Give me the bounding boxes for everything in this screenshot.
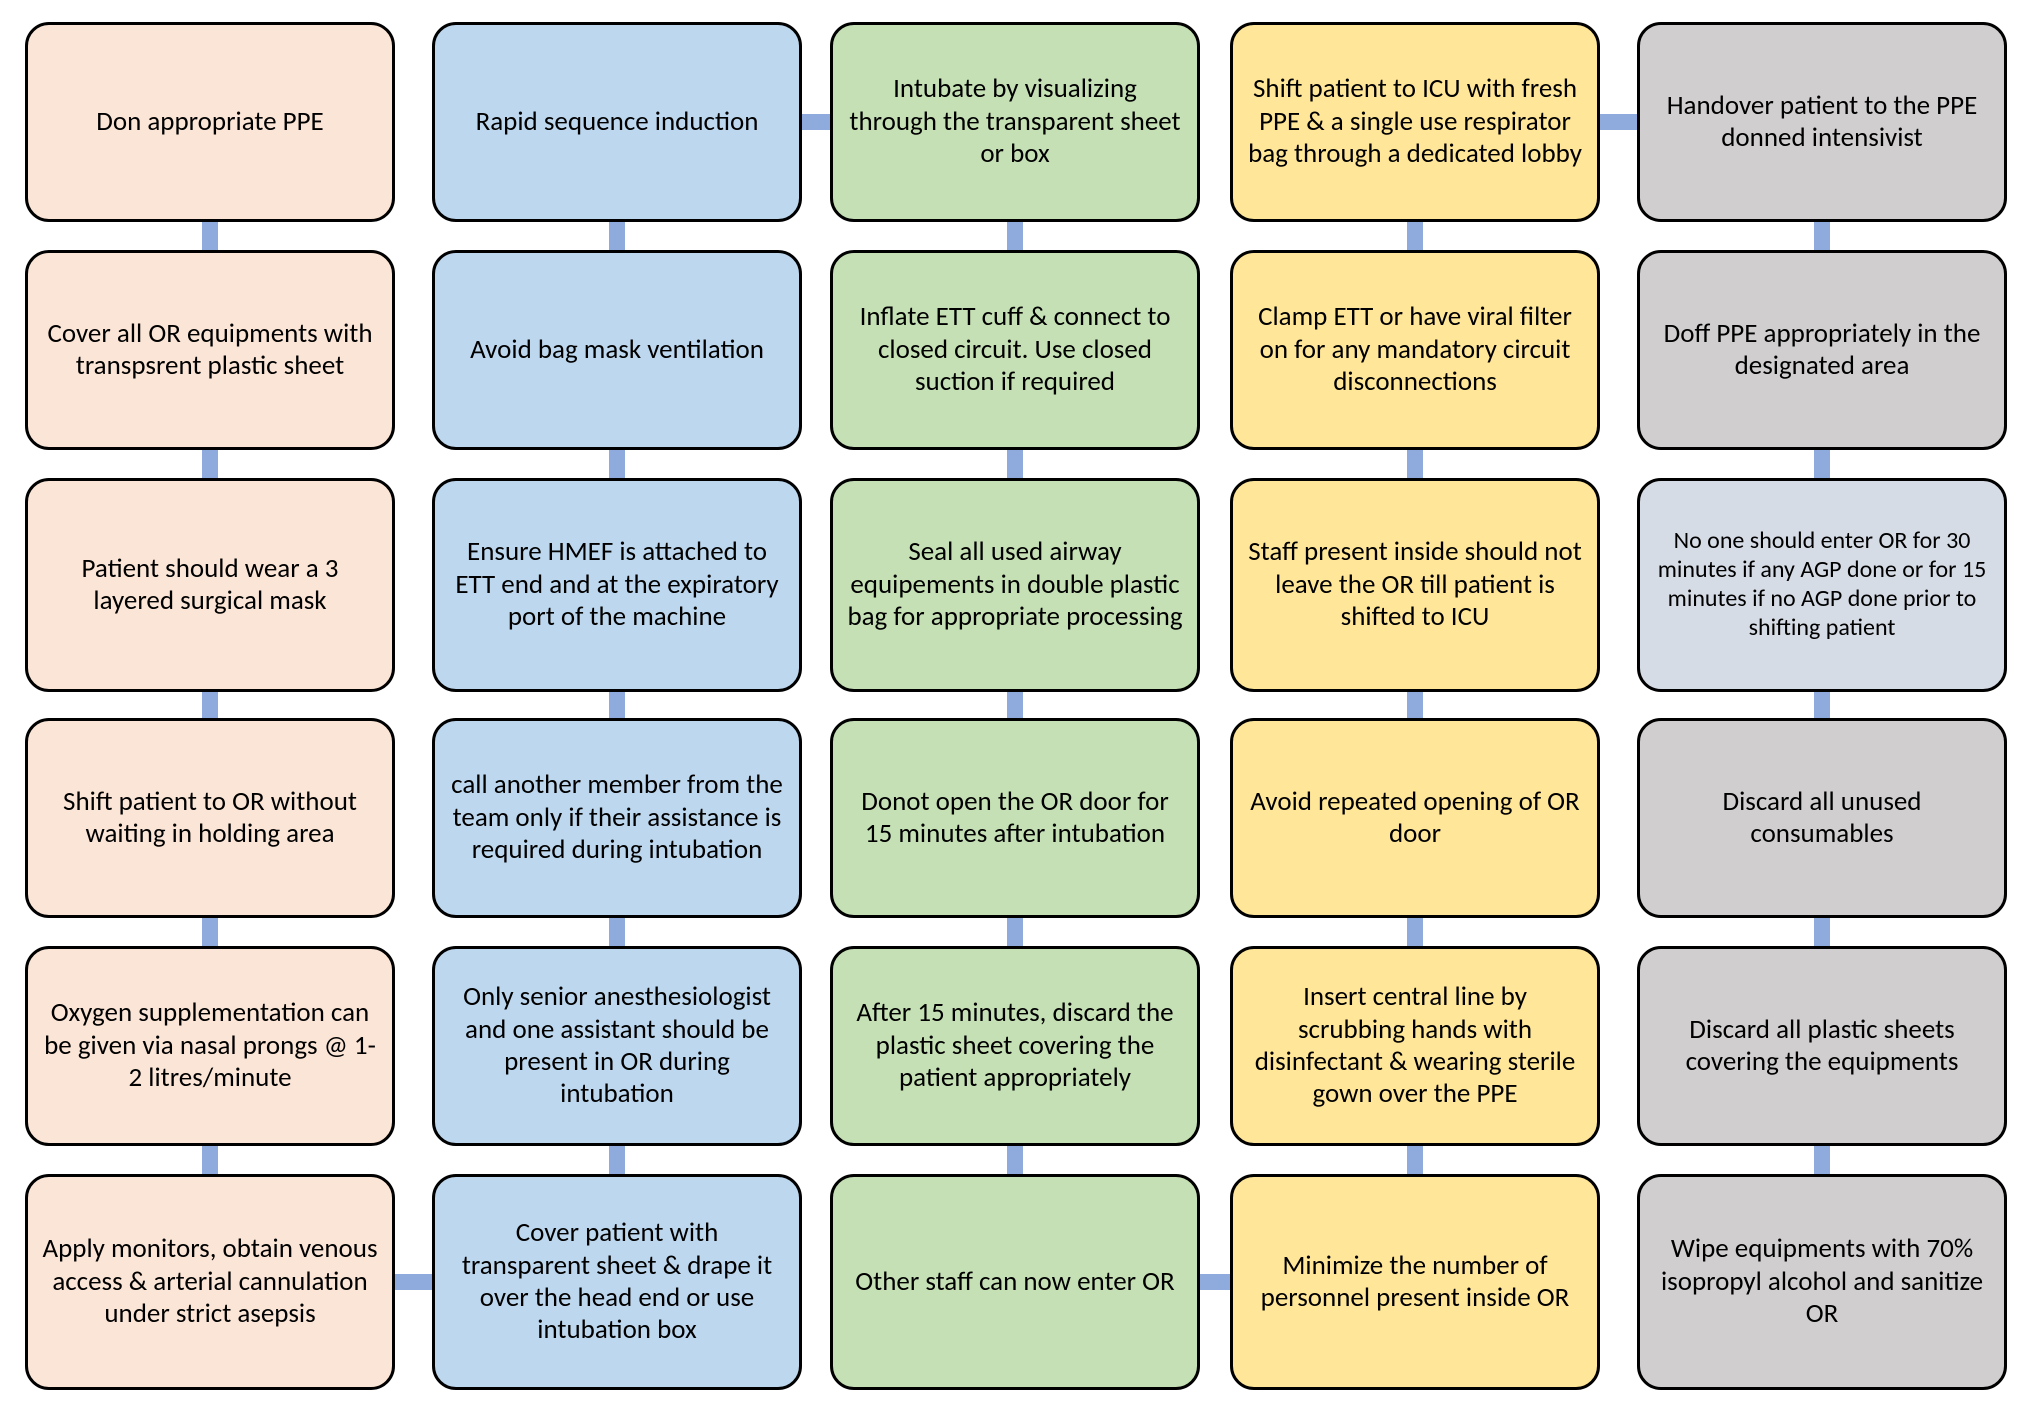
flow-box-c1r5: Cover patient with transparent sheet & d… (432, 1174, 802, 1390)
flow-box-c1r1: Avoid bag mask ventilation (432, 250, 802, 450)
v-connector-c2-r3 (1007, 916, 1023, 948)
v-connector-c1-r2 (609, 690, 625, 720)
v-connector-c2-r4 (1007, 1144, 1023, 1176)
flow-box-c0r1: Cover all OR equipments with transpsrent… (25, 250, 395, 450)
flow-box-c4r4: Discard all plastic sheets covering the … (1637, 946, 2007, 1146)
flow-box-c0r5: Apply monitors, obtain venous access & a… (25, 1174, 395, 1390)
flowchart-canvas: Don appropriate PPE Cover all OR equipmen… (0, 0, 2029, 1412)
v-connector-c0-r0 (202, 220, 218, 252)
v-connector-c0-r3 (202, 916, 218, 948)
v-connector-c1-r4 (609, 1144, 625, 1176)
v-connector-c0-r1 (202, 448, 218, 480)
flow-box-c2r1: Inflate ETT cuff & connect to closed cir… (830, 250, 1200, 450)
flow-box-c2r2: Seal all used airway equipements in doub… (830, 478, 1200, 692)
flow-box-c3r0: Shift patient to ICU with fresh PPE & a … (1230, 22, 1600, 222)
v-connector-c0-r2 (202, 690, 218, 720)
flow-box-c4r1: Doff PPE appropriately in the designated… (1637, 250, 2007, 450)
flow-box-c1r0: Rapid sequence induction (432, 22, 802, 222)
v-connector-c1-r0 (609, 220, 625, 252)
v-connector-c3-r2 (1407, 690, 1423, 720)
flow-box-c0r3: Shift patient to OR without waiting in h… (25, 718, 395, 918)
v-connector-c4-r0 (1814, 220, 1830, 252)
v-connector-c2-r1 (1007, 448, 1023, 480)
flow-box-c3r3: Avoid repeated opening of OR door (1230, 718, 1600, 918)
v-connector-c1-r3 (609, 916, 625, 948)
flow-box-c2r4: After 15 minutes, discard the plastic sh… (830, 946, 1200, 1146)
flow-box-c3r5: Minimize the number of personnel present… (1230, 1174, 1600, 1390)
h-connector-c3-c4 (1598, 114, 1639, 130)
flow-box-c0r2: Patient should wear a 3 layered surgical… (25, 478, 395, 692)
h-connector-c1-c2 (800, 114, 832, 130)
flow-box-c2r3: Donot open the OR door for 15 minutes af… (830, 718, 1200, 918)
v-connector-c4-r2 (1814, 690, 1830, 720)
flow-box-c3r2: Staff present inside should not leave th… (1230, 478, 1600, 692)
h-connector-c0-c1 (393, 1274, 434, 1290)
flow-box-c4r0: Handover patient to the PPE donned inten… (1637, 22, 2007, 222)
v-connector-c4-r4 (1814, 1144, 1830, 1176)
v-connector-c4-r3 (1814, 916, 1830, 948)
v-connector-c0-r4 (202, 1144, 218, 1176)
flow-box-c0r0: Don appropriate PPE (25, 22, 395, 222)
v-connector-c3-r3 (1407, 916, 1423, 948)
v-connector-c3-r0 (1407, 220, 1423, 252)
flow-box-c1r2: Ensure HMEF is attached to ETT end and a… (432, 478, 802, 692)
flow-box-c3r1: Clamp ETT or have viral filter on for an… (1230, 250, 1600, 450)
v-connector-c1-r1 (609, 448, 625, 480)
h-connector-c2-c3 (1198, 1274, 1232, 1290)
flow-box-c4r5: Wipe equipments with 70% isopropyl alcoh… (1637, 1174, 2007, 1390)
flow-box-c2r0: Intubate by visualizing through the tran… (830, 22, 1200, 222)
v-connector-c2-r0 (1007, 220, 1023, 252)
v-connector-c3-r1 (1407, 448, 1423, 480)
flow-box-c3r4: Insert central line by scrubbing hands w… (1230, 946, 1600, 1146)
flow-box-c2r5: Other staff can now enter OR (830, 1174, 1200, 1390)
v-connector-c3-r4 (1407, 1144, 1423, 1176)
flow-box-c4r3: Discard all unused consumables (1637, 718, 2007, 918)
v-connector-c4-r1 (1814, 448, 1830, 480)
flow-box-c0r4: Oxygen supplementation can be given via … (25, 946, 395, 1146)
flow-box-c1r4: Only senior anesthesiologist and one ass… (432, 946, 802, 1146)
v-connector-c2-r2 (1007, 690, 1023, 720)
flow-box-c4r2: No one should enter OR for 30 minutes if… (1637, 478, 2007, 692)
flow-box-c1r3: call another member from the team only i… (432, 718, 802, 918)
